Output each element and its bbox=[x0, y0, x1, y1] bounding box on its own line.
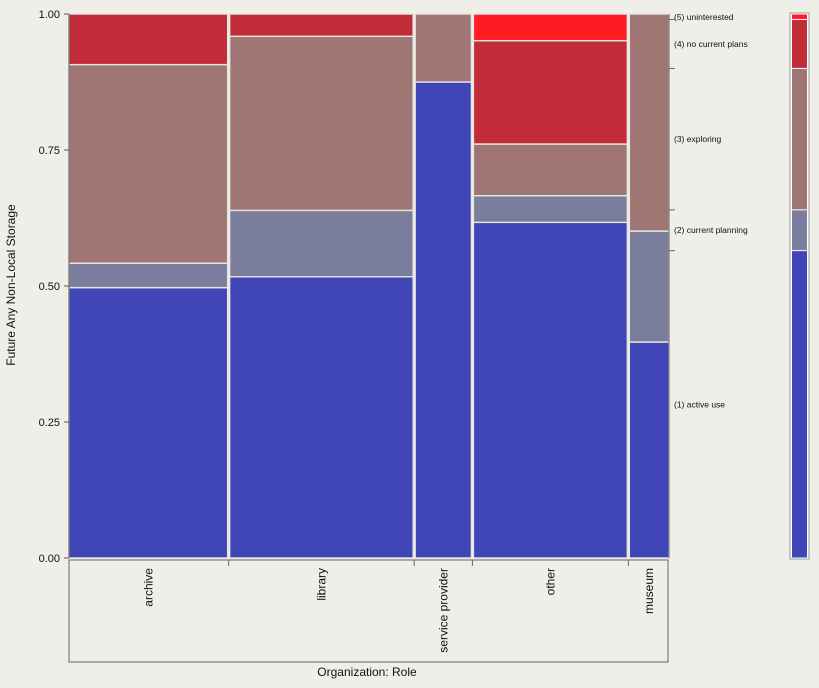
tile-service-provider-level-1 bbox=[414, 81, 473, 559]
x-tick-label-museum: museum bbox=[642, 568, 656, 614]
tile-other-level-5 bbox=[472, 13, 629, 42]
y-tick-label: 1.00 bbox=[39, 9, 60, 21]
x-axis-box bbox=[68, 559, 669, 663]
y-tick-label: 0.00 bbox=[39, 553, 60, 565]
legend-label-level-3: (3) exploring bbox=[674, 134, 722, 144]
level-legend: (1) active use (2) current planning (3) ex… bbox=[668, 12, 748, 558]
tile-museum-level-1 bbox=[628, 341, 670, 559]
y-tick-label: 0.50 bbox=[39, 281, 60, 293]
tile-museum-level-3 bbox=[628, 13, 670, 232]
overall-segment-level-4 bbox=[792, 19, 807, 68]
y-tick-label: 0.75 bbox=[39, 145, 60, 157]
legend-label-level-2: (2) current planning bbox=[674, 225, 748, 235]
plot-area bbox=[68, 13, 670, 559]
x-axis-label: Organization: Role bbox=[317, 665, 417, 679]
tile-archive-level-4 bbox=[68, 13, 229, 66]
tile-archive-level-1 bbox=[68, 286, 229, 559]
tile-archive-level-3 bbox=[68, 63, 229, 264]
overall-segment-level-2 bbox=[792, 210, 807, 251]
legend-label-level-1: (1) active use bbox=[674, 399, 725, 409]
overall-segment-level-1 bbox=[792, 251, 807, 558]
y-tick-label: 0.25 bbox=[39, 417, 60, 429]
x-tick-label-service-provider: service provider bbox=[436, 568, 450, 653]
x-tick-label-library: library bbox=[314, 568, 328, 601]
x-tick-label-archive: archive bbox=[141, 568, 155, 607]
overall-segment-level-3 bbox=[792, 68, 807, 210]
tile-other-level-2 bbox=[472, 194, 629, 224]
overall-segment-level-5 bbox=[792, 14, 807, 19]
y-axis: 0.00 0.25 0.50 0.75 1.00 bbox=[39, 9, 70, 565]
legend-label-level-4: (4) no current plans bbox=[674, 39, 748, 49]
x-axis: archive library service provider other museu… bbox=[68, 559, 669, 663]
tile-library-level-4 bbox=[228, 13, 414, 38]
tile-service-provider-level-3 bbox=[414, 13, 473, 83]
tile-archive-level-2 bbox=[68, 262, 229, 289]
legend-label-level-5: (5) uninterested bbox=[674, 12, 734, 22]
tile-other-level-4 bbox=[472, 39, 629, 145]
tile-museum-level-2 bbox=[628, 230, 670, 343]
y-axis-label: Future Any Non-Local Storage bbox=[4, 204, 18, 366]
x-tick-label-other: other bbox=[543, 568, 557, 595]
tile-library-level-1 bbox=[228, 276, 414, 559]
tile-library-level-3 bbox=[228, 35, 414, 212]
tile-other-level-3 bbox=[472, 143, 629, 197]
tile-library-level-2 bbox=[228, 209, 414, 278]
tile-other-level-1 bbox=[472, 221, 629, 559]
overall-proportion-bar bbox=[789, 12, 810, 560]
